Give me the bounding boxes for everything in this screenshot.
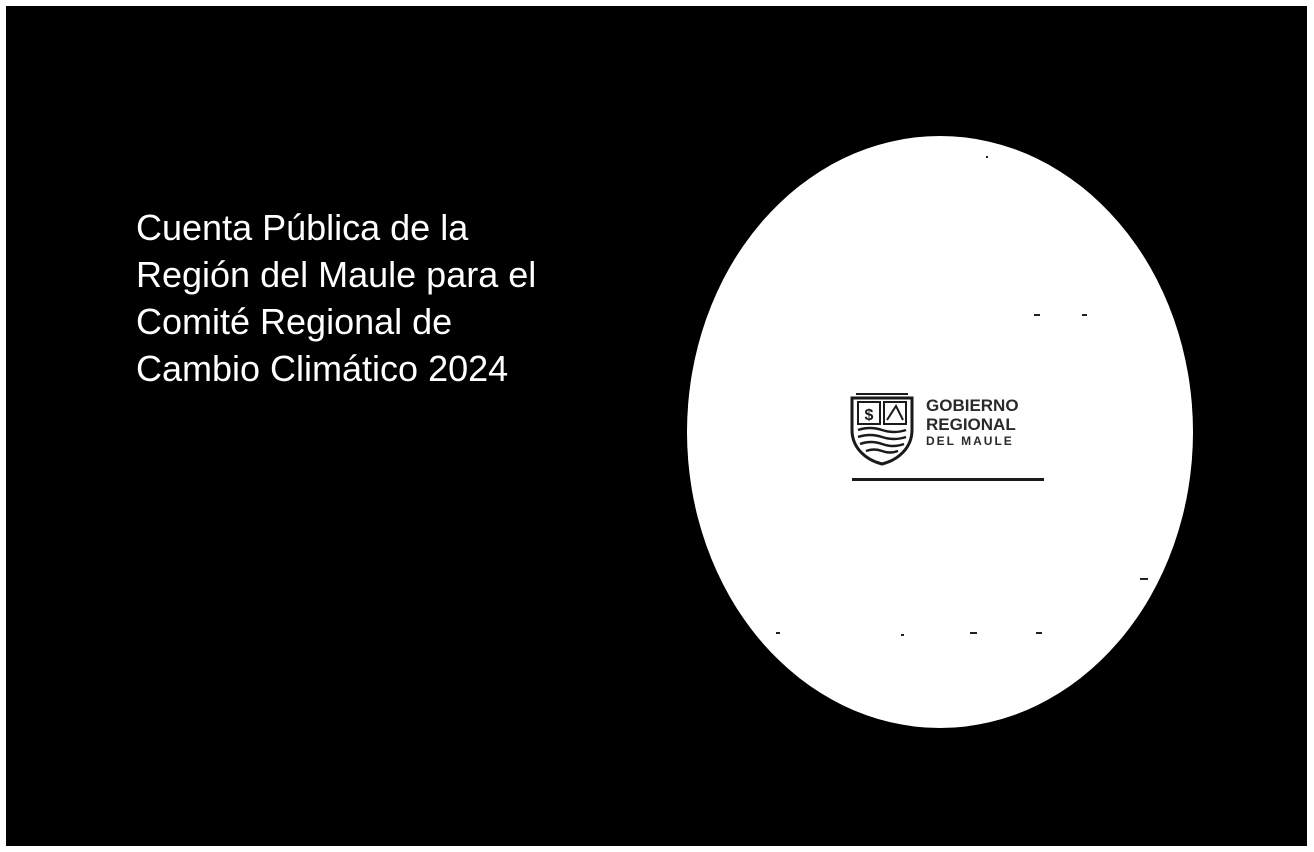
title-line-2: Región del Maule para el <box>136 254 537 295</box>
slide-background: Cuenta Pública de la Región del Maule pa… <box>6 6 1307 846</box>
white-oval <box>687 136 1193 728</box>
title-line-3: Comité Regional de <box>136 301 453 342</box>
scan-speck <box>1036 632 1042 634</box>
scan-speck <box>901 634 904 636</box>
regional-crest-icon: $ <box>850 393 914 466</box>
slide-title: Cuenta Pública de la Región del Maule pa… <box>136 204 656 392</box>
scan-speck <box>1082 314 1087 316</box>
scan-speck <box>970 632 977 634</box>
logo-line-1: GOBIERNO <box>926 396 1019 415</box>
svg-text:$: $ <box>865 407 874 424</box>
scan-speck <box>986 156 988 158</box>
logo-line-2: REGIONAL <box>926 415 1016 434</box>
title-line-4: Cambio Climático 2024 <box>136 348 509 389</box>
scan-speck <box>1034 314 1040 316</box>
scan-speck <box>1140 578 1148 580</box>
logo-underline <box>852 478 1044 481</box>
title-line-1: Cuenta Pública de la <box>136 207 469 248</box>
logo-line-3: DEL MAULE <box>926 434 1014 448</box>
logo-wordmark: GOBIERNO REGIONAL DEL MAULE <box>926 396 1019 449</box>
scan-speck <box>776 632 780 634</box>
gobierno-regional-logo: $ GOBIERNO REGIONAL DEL MAULE <box>846 390 1046 482</box>
